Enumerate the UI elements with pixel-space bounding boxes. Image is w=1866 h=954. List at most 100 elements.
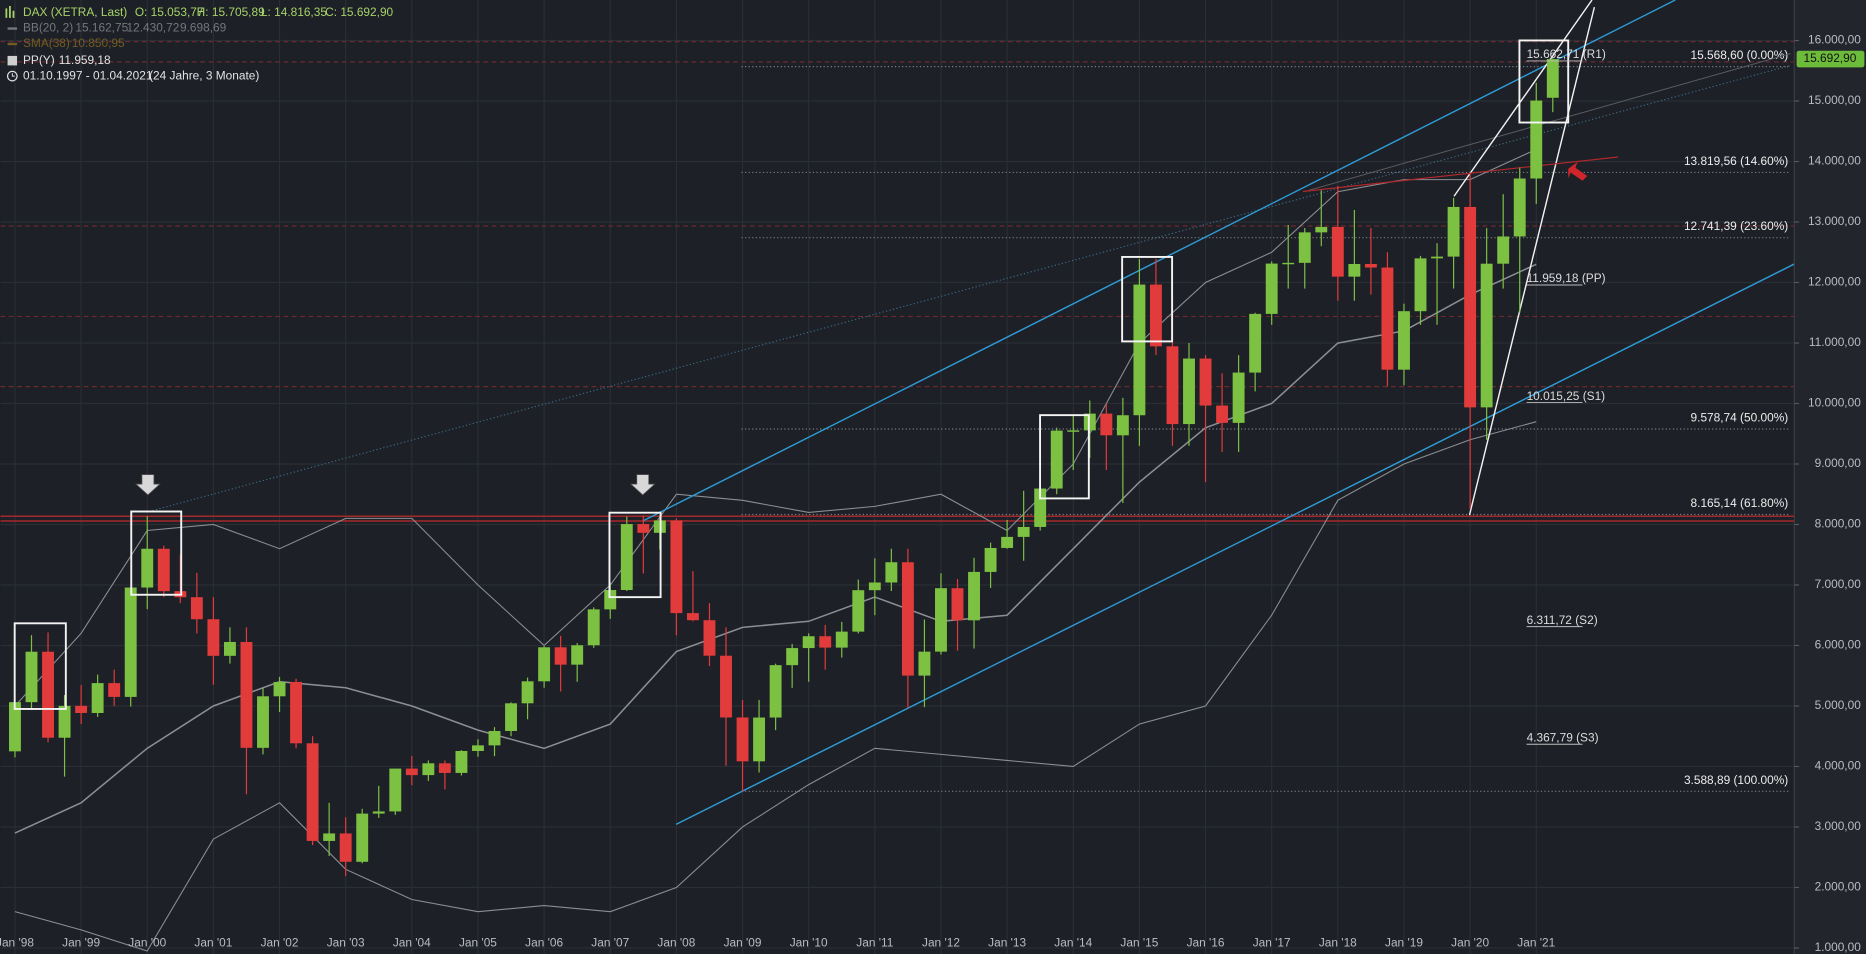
candle-body [372, 811, 385, 814]
candle-body [190, 597, 203, 620]
legend-name: PP(Y) [23, 53, 55, 67]
highlight-box [13, 622, 67, 710]
candle-body [108, 683, 121, 697]
x-tick-label: Jan '98 [0, 935, 34, 949]
candle-body [1298, 232, 1311, 263]
y-tick-label: 5.000,00 [1815, 698, 1862, 712]
candle-body [587, 609, 600, 646]
highlight-box [1518, 39, 1570, 124]
pivots: 15.662,71 (R1) 11.959,18 (PP) 10.015,25 (S… [1526, 47, 1606, 745]
x-tick-label: Jan '07 [591, 935, 629, 949]
candle-body [223, 641, 236, 656]
fibonacci: 15.568,60 (0.00%) 13.819,56 (14.60%) 12.74… [741, 48, 1791, 792]
candle-body [885, 562, 898, 583]
x-tick-label: Jan '21 [1517, 935, 1555, 949]
candle-body [1480, 263, 1493, 408]
highlight-box [1121, 255, 1174, 343]
legend-value: 9.698,69 [180, 21, 227, 35]
candle-body [273, 681, 286, 697]
candle-body [25, 651, 38, 703]
candle-body [720, 655, 732, 718]
candle-body [157, 548, 170, 592]
x-tick-label: Jan '02 [261, 935, 299, 949]
candle-body [1183, 358, 1195, 425]
candle-body [1414, 258, 1427, 312]
candle-body [389, 768, 402, 812]
pivot-label: 6.311,72 (S2) [1527, 613, 1598, 627]
y-tick-label: 2.000,00 [1815, 880, 1862, 894]
candle-body [1083, 413, 1096, 431]
x-tick-label: Jan '20 [1451, 935, 1489, 949]
chart-icon [5, 5, 15, 18]
y-tick-label: 13.000,00 [1808, 214, 1861, 228]
candle-body [1116, 415, 1129, 436]
y-tick-label: 10.000,00 [1808, 396, 1861, 410]
candle-body [686, 613, 699, 621]
candle-body [356, 813, 369, 862]
candle-body [554, 647, 567, 665]
candle-body [1216, 405, 1229, 423]
candle-body [819, 636, 832, 648]
band-line [14, 263, 1537, 834]
candle-body [951, 588, 964, 621]
candle-body [1149, 284, 1162, 347]
y-tick-label: 15.000,00 [1808, 93, 1861, 107]
x-tick-label: Jan '04 [393, 935, 431, 949]
highlight-boxes [13, 39, 1570, 710]
candle-body [505, 703, 517, 732]
x-tick-label: Jan '01 [194, 935, 232, 949]
duration: (24 Jahre, 3 Monate) [149, 68, 259, 82]
candle-body [753, 717, 766, 762]
candle-body [868, 582, 881, 591]
highlight-box [1039, 414, 1090, 500]
candle-body [736, 717, 749, 762]
candle-body [1315, 226, 1328, 233]
candles [9, 58, 1559, 877]
candle-body [1067, 430, 1080, 432]
highlight-box [130, 510, 183, 596]
channel-line [675, 263, 1795, 825]
highlight-box [608, 511, 662, 599]
axes: 1.000,00 2.000,00 3.000,00 4.000,00 5.000,00… [0, 33, 1865, 954]
ohlc-label: L: 14.816,35 [261, 5, 327, 19]
candle-body [1249, 313, 1262, 373]
trend-line [1453, 0, 1593, 197]
candle-body [1398, 311, 1410, 370]
candle-body [1232, 372, 1245, 423]
legend-swatch [7, 55, 18, 66]
candle-body [405, 768, 418, 776]
x-tick-label: Jan '15 [1120, 935, 1158, 949]
last-price-tag [1796, 50, 1865, 68]
candle-body [339, 833, 352, 862]
price-axis-panel [1794, 0, 1866, 954]
candle-body [918, 651, 931, 676]
candle-body [1348, 263, 1361, 277]
fib-label: 9.578,74 (50.00%) [1691, 410, 1789, 424]
candle-body [1497, 236, 1510, 264]
band-line [14, 421, 1537, 952]
x-tick-label: Jan '19 [1385, 935, 1423, 949]
candle-body [42, 651, 54, 738]
red-arrow [1568, 161, 1588, 181]
x-tick-label: Jan '05 [459, 935, 497, 949]
y-tick-label: 8.000,00 [1815, 517, 1862, 531]
candle-body [769, 665, 782, 718]
candle-body [1364, 263, 1377, 268]
candle-body [1464, 206, 1477, 408]
legend-value: 10.850,95 [72, 36, 125, 50]
channel-line [642, 0, 1676, 522]
y-tick-label: 16.000,00 [1808, 33, 1861, 47]
candle-body [1381, 267, 1394, 370]
x-tick-label: Jan '17 [1253, 935, 1291, 949]
chart-title: DAX (XETRA, Last) [23, 5, 127, 19]
x-tick-label: Jan '12 [922, 935, 960, 949]
ohlc-label: C: 15.692,90 [325, 5, 393, 19]
candle-body [703, 620, 716, 656]
legend-name: SMA(38) [23, 36, 70, 50]
candle-body [521, 681, 534, 704]
x-tick-label: Jan '13 [988, 935, 1026, 949]
ohlc-label: O: 15.053,77 [135, 5, 204, 19]
candle-body [124, 587, 137, 697]
